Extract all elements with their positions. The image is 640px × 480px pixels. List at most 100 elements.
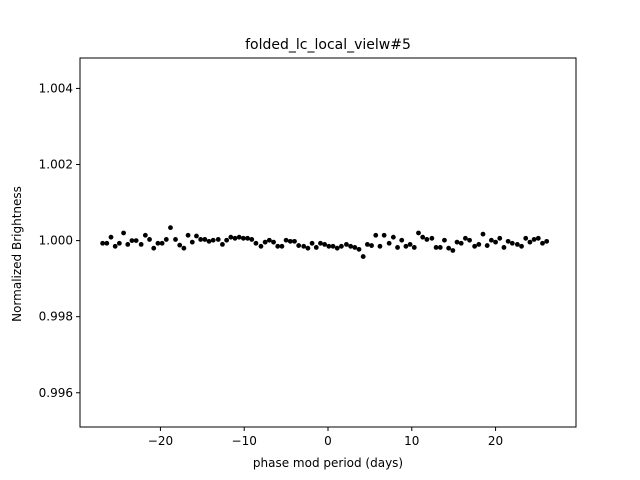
data-point	[334, 245, 340, 251]
data-point	[326, 243, 332, 249]
data-point	[112, 243, 118, 249]
data-point	[322, 242, 328, 247]
data-point	[369, 243, 374, 248]
data-point	[356, 246, 362, 252]
data-point	[339, 243, 344, 249]
data-point	[450, 248, 456, 253]
data-point	[416, 230, 421, 236]
data-point	[493, 239, 498, 245]
data-point	[509, 240, 515, 246]
data-point	[173, 237, 178, 242]
data-point	[305, 245, 311, 251]
x-tick-label: 10	[404, 434, 419, 448]
data-point	[100, 240, 106, 246]
data-point	[424, 237, 430, 242]
data-point	[544, 238, 550, 244]
data-point	[313, 245, 319, 250]
data-point	[381, 232, 387, 238]
data-point	[377, 243, 383, 249]
data-point	[220, 242, 225, 247]
data-point	[442, 237, 447, 243]
data-point	[253, 240, 259, 246]
data-point	[163, 237, 169, 242]
data-point	[476, 242, 482, 247]
data-point	[514, 242, 520, 247]
data-point	[309, 240, 315, 246]
data-point	[403, 243, 409, 249]
data-point	[420, 234, 426, 240]
data-point	[348, 243, 354, 249]
data-point	[399, 237, 405, 243]
data-point	[433, 245, 439, 250]
data-point	[147, 237, 152, 242]
data-point	[395, 245, 400, 250]
x-tick-label: 0	[324, 434, 332, 448]
x-tick-label: 20	[488, 434, 503, 448]
data-point	[159, 240, 165, 246]
data-point	[177, 242, 183, 248]
data-point	[523, 235, 529, 241]
data-point	[497, 235, 503, 241]
plot-area	[79, 57, 577, 428]
data-point	[519, 243, 524, 249]
data-point	[215, 237, 221, 242]
data-point	[228, 234, 234, 240]
data-point	[411, 245, 417, 250]
data-point	[279, 243, 285, 249]
data-point	[232, 235, 238, 241]
data-point	[501, 245, 507, 250]
y-tick-label: 0.998	[39, 310, 73, 324]
data-point	[373, 232, 379, 238]
data-point	[352, 245, 358, 250]
data-point	[535, 235, 541, 241]
y-tick-label: 1.002	[39, 158, 73, 172]
data-point	[540, 240, 545, 246]
data-point	[210, 237, 216, 243]
data-point	[194, 233, 199, 239]
data-point	[138, 242, 144, 247]
data-point	[360, 254, 366, 259]
data-point	[287, 238, 293, 244]
data-point	[245, 235, 250, 241]
data-point	[437, 245, 443, 250]
data-point	[275, 243, 281, 249]
data-point	[429, 235, 435, 241]
data-point	[527, 239, 533, 245]
data-point	[266, 237, 272, 243]
data-point	[407, 242, 413, 247]
data-point	[480, 231, 486, 237]
data-point	[198, 237, 204, 242]
data-point	[133, 238, 139, 244]
data-point	[129, 238, 135, 244]
plot-frame	[79, 57, 577, 428]
data-point	[108, 234, 114, 240]
x-tick-label: −20	[148, 434, 173, 448]
data-point	[104, 240, 110, 246]
data-point	[168, 225, 173, 231]
data-point	[181, 245, 187, 251]
data-point	[202, 237, 208, 242]
y-tick-label: 1.004	[39, 81, 73, 95]
x-tick-label: −10	[232, 434, 257, 448]
y-axis: 0.996 0.998 1.000 1.002 1.004	[39, 81, 80, 400]
data-point	[271, 239, 276, 245]
data-point	[151, 245, 157, 251]
y-tick-label: 1.000	[39, 234, 73, 248]
data-point	[446, 245, 452, 251]
data-point	[364, 242, 370, 247]
data-point	[121, 230, 126, 236]
data-point	[185, 232, 191, 238]
data-points	[100, 225, 550, 259]
data-point	[249, 237, 255, 242]
data-point	[386, 240, 392, 246]
data-point	[189, 239, 195, 245]
data-point	[116, 240, 122, 246]
data-point	[467, 237, 472, 243]
x-axis-label: phase mod period (days)	[253, 456, 403, 470]
data-point	[531, 237, 537, 242]
data-point	[125, 242, 131, 247]
data-point	[454, 239, 460, 245]
y-axis-label: Normalized Brightness	[10, 186, 24, 322]
data-point	[463, 235, 468, 241]
data-point	[488, 237, 494, 243]
